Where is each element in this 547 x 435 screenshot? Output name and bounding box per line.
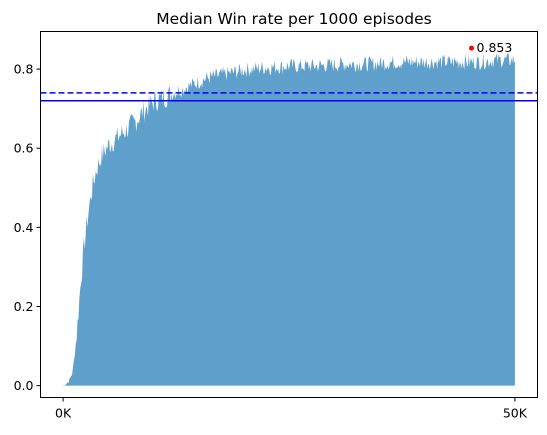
chart-title: Median Win rate per 1000 episodes	[156, 10, 432, 28]
plot-area: 0.853	[40, 40, 538, 386]
win-rate-area	[63, 52, 515, 386]
y-tick-label: 0.8	[14, 62, 34, 77]
max-point-marker	[469, 45, 475, 51]
max-point-label: 0.853	[477, 40, 513, 55]
x-tick-label: 0K	[55, 406, 72, 421]
y-tick-label: 0.4	[14, 220, 34, 235]
y-tick-label: 0.6	[14, 141, 34, 156]
axes: 0.0 0.2 0.4 0.6 0.8 0K 50K	[14, 62, 528, 421]
plot-frame	[40, 31, 538, 398]
x-tick-label: 50K	[503, 406, 528, 421]
y-tick-label: 0.0	[14, 378, 34, 393]
y-tick-label: 0.2	[14, 299, 34, 314]
